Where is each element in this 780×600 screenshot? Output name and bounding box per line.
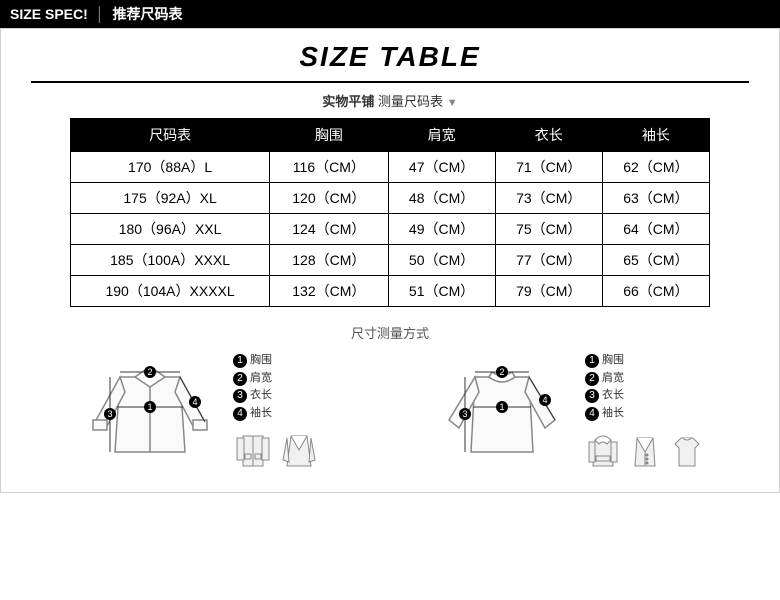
svg-text:2: 2 (499, 367, 504, 377)
subtitle-bold: 实物平铺 (322, 94, 374, 109)
shirt-collar-diagram: 1 2 3 4 (75, 352, 225, 482)
svg-text:4: 4 (542, 395, 547, 405)
legend-left: 1胸围 2肩宽 3衣长 4袖长 (233, 352, 319, 473)
table-row: 180（96A）XXL 124（CM） 49（CM） 75（CM） 64（CM） (71, 214, 710, 245)
mini-icons-left (233, 428, 319, 473)
cardigan-icon (627, 428, 663, 473)
col-sleeve: 袖长 (602, 119, 709, 152)
col-chest: 胸围 (270, 119, 388, 152)
diagram-group-left: 1 2 3 4 1胸围 2肩宽 3衣长 4袖长 (75, 352, 319, 482)
legend-list: 1胸围 2肩宽 3衣长 4袖长 (233, 352, 319, 422)
col-size: 尺码表 (71, 119, 270, 152)
svg-text:2: 2 (147, 367, 152, 377)
hoodie-icon (585, 428, 621, 473)
svg-text:4: 4 (192, 397, 197, 407)
mini-icons-right (585, 428, 705, 473)
svg-text:1: 1 (147, 402, 152, 412)
title-row: SIZE TABLE (1, 29, 779, 79)
svg-text:3: 3 (462, 409, 467, 419)
subtitle-rest: 测量尺码表 (378, 94, 443, 109)
blazer-icon (279, 428, 319, 473)
svg-text:1: 1 (499, 402, 504, 412)
legend-list: 1胸围 2肩宽 3衣长 4袖长 (585, 352, 705, 422)
table-row: 170（88A）L 116（CM） 47（CM） 71（CM） 62（CM） (71, 152, 710, 183)
spec-label-en: SIZE SPEC! (10, 6, 88, 22)
diagram-group-right: 1 2 3 4 1胸围 2肩宽 3衣长 4袖长 (427, 352, 705, 482)
table-row: 185（100A）XXXL 128（CM） 50（CM） 77（CM） 65（C… (71, 245, 710, 276)
col-shoulder: 肩宽 (388, 119, 495, 152)
table-row: 175（92A）XL 120（CM） 48（CM） 73（CM） 63（CM） (71, 183, 710, 214)
header-divider: │ (96, 6, 105, 22)
col-length: 衣长 (495, 119, 602, 152)
table-header-row: 尺码表 胸围 肩宽 衣长 袖长 (71, 119, 710, 152)
page-title: SIZE TABLE (299, 41, 480, 73)
jacket-icon (233, 428, 273, 473)
subtitle-row: 实物平铺 测量尺码表 ▼ (1, 83, 779, 118)
legend-right: 1胸围 2肩宽 3衣长 4袖长 (585, 352, 705, 473)
tshirt-icon (669, 428, 705, 473)
spec-label-cn: 推荐尺码表 (113, 4, 183, 24)
main-content: SIZE TABLE 实物平铺 测量尺码表 ▼ 尺码表 胸围 肩宽 衣长 袖长 … (0, 28, 780, 493)
svg-text:3: 3 (107, 409, 112, 419)
table-body: 170（88A）L 116（CM） 47（CM） 71（CM） 62（CM） 1… (71, 152, 710, 307)
subtitle-arrow: ▼ (447, 97, 458, 109)
size-table: 尺码表 胸围 肩宽 衣长 袖长 170（88A）L 116（CM） 47（CM）… (70, 118, 710, 307)
shirt-crew-diagram: 1 2 3 4 (427, 352, 577, 482)
table-row: 190（104A）XXXXL 132（CM） 51（CM） 79（CM） 66（… (71, 276, 710, 307)
diagrams-row: 1 2 3 4 1胸围 2肩宽 3衣长 4袖长 (1, 352, 779, 482)
measure-title: 尺寸测量方式 (1, 323, 779, 342)
header-bar: SIZE SPEC! │ 推荐尺码表 (0, 0, 780, 28)
